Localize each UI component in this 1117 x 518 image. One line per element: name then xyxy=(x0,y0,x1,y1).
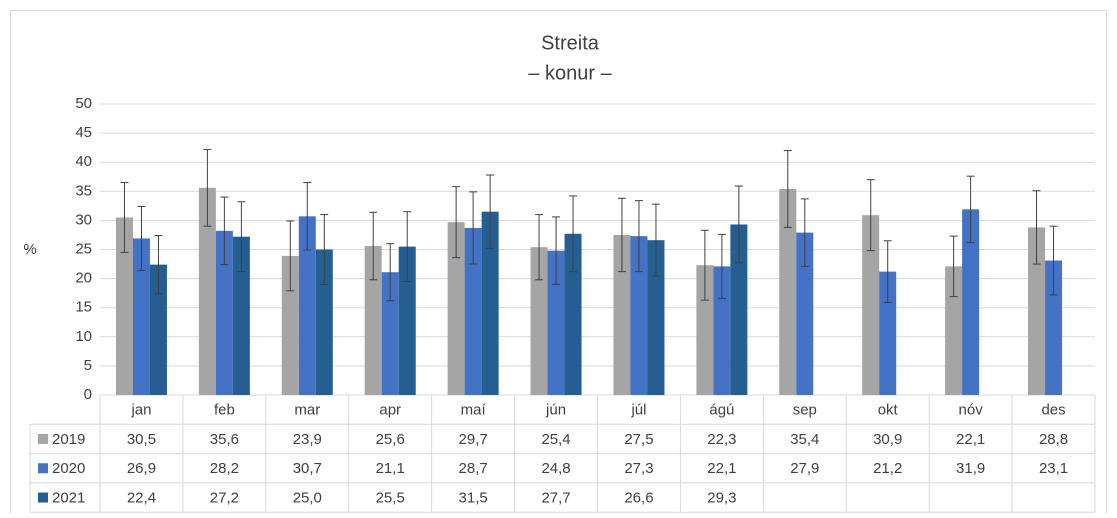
table-value: 21,1 xyxy=(376,460,405,477)
table-value: 25,4 xyxy=(541,431,570,448)
bar xyxy=(564,233,582,395)
table-value: 31,9 xyxy=(956,460,985,477)
legend-label: 2021 xyxy=(52,490,85,507)
bar xyxy=(149,264,167,395)
x-tick-label: júl xyxy=(630,402,646,419)
chart-subtitle: – konur – xyxy=(528,62,612,84)
bar xyxy=(1028,227,1046,395)
y-axis-label: % xyxy=(23,241,36,258)
bar xyxy=(115,217,133,395)
table-value: 35,6 xyxy=(210,431,239,448)
bar xyxy=(481,211,499,395)
chart-title: Streita xyxy=(541,32,600,54)
bar xyxy=(315,249,333,395)
table-value: 27,7 xyxy=(541,490,570,507)
table-value: 23,1 xyxy=(1039,460,1068,477)
bar xyxy=(464,227,482,395)
y-tick-label: 50 xyxy=(75,95,92,112)
y-tick-label: 30 xyxy=(75,211,92,228)
table-value: 23,9 xyxy=(293,431,322,448)
table-value: 27,2 xyxy=(210,490,239,507)
table-value: 27,5 xyxy=(624,431,653,448)
table-value: 22,1 xyxy=(956,431,985,448)
bar xyxy=(879,271,897,395)
x-tick-label: feb xyxy=(214,402,235,419)
legend-swatch xyxy=(38,463,48,474)
bar xyxy=(630,236,648,395)
table-value: 35,4 xyxy=(790,431,819,448)
bar xyxy=(132,238,150,395)
bar xyxy=(730,224,748,395)
bar xyxy=(547,250,565,395)
bar xyxy=(696,265,714,395)
table-value: 22,1 xyxy=(707,460,736,477)
y-tick-label: 0 xyxy=(84,386,92,403)
table-value: 28,8 xyxy=(1039,431,1068,448)
x-tick-label: apr xyxy=(379,402,401,419)
y-tick-label: 40 xyxy=(75,153,92,170)
bar xyxy=(198,187,216,395)
table-value: 27,3 xyxy=(624,460,653,477)
x-tick-label: jún xyxy=(545,402,566,419)
x-tick-label: des xyxy=(1041,402,1065,419)
legend-swatch xyxy=(38,492,48,503)
bar xyxy=(796,232,814,395)
bar xyxy=(1045,260,1063,395)
x-tick-label: jan xyxy=(130,402,151,419)
x-tick-label: mar xyxy=(294,402,320,419)
table-value: 30,9 xyxy=(873,431,902,448)
bar xyxy=(530,247,548,395)
bar xyxy=(298,216,316,395)
bar xyxy=(613,234,631,395)
y-tick-label: 5 xyxy=(84,357,92,374)
bar xyxy=(398,246,416,395)
bar xyxy=(281,255,299,395)
y-tick-label: 35 xyxy=(75,182,92,199)
table-value: 28,7 xyxy=(459,460,488,477)
chart-border xyxy=(10,10,1107,518)
y-tick-label: 20 xyxy=(75,270,92,287)
legend-swatch xyxy=(38,433,48,444)
table-value: 26,9 xyxy=(127,460,156,477)
table-value: 22,4 xyxy=(127,490,156,507)
bar xyxy=(862,215,880,395)
x-tick-label: nóv xyxy=(959,402,984,419)
y-tick-label: 25 xyxy=(75,240,92,257)
bar xyxy=(447,222,465,395)
bar xyxy=(713,266,731,395)
table-value: 28,2 xyxy=(210,460,239,477)
table-value: 21,2 xyxy=(873,460,902,477)
x-tick-label: sep xyxy=(793,402,817,419)
bar xyxy=(364,246,382,395)
y-tick-label: 45 xyxy=(75,124,92,141)
bar xyxy=(945,266,963,395)
table-value: 31,5 xyxy=(459,490,488,507)
table-value: 29,7 xyxy=(459,431,488,448)
table-value: 29,3 xyxy=(707,490,736,507)
table-value: 25,0 xyxy=(293,490,322,507)
bar xyxy=(215,230,233,395)
table-value: 27,9 xyxy=(790,460,819,477)
table-value: 22,3 xyxy=(707,431,736,448)
table-value: 30,7 xyxy=(293,460,322,477)
y-tick-label: 15 xyxy=(75,299,92,316)
x-tick-label: maí xyxy=(461,402,487,419)
table-value: 25,6 xyxy=(376,431,405,448)
table-value: 25,5 xyxy=(376,490,405,507)
table-value: 24,8 xyxy=(541,460,570,477)
table-value: 30,5 xyxy=(127,431,156,448)
bar xyxy=(962,209,980,395)
bar xyxy=(647,240,665,395)
legend-label: 2020 xyxy=(52,460,85,477)
bar xyxy=(381,272,399,395)
y-tick-label: 10 xyxy=(75,328,92,345)
legend-label: 2019 xyxy=(52,431,85,448)
x-tick-label: ágú xyxy=(709,402,734,419)
x-tick-label: okt xyxy=(878,402,899,419)
bar xyxy=(779,188,797,395)
bar xyxy=(232,236,250,395)
table-value: 26,6 xyxy=(624,490,653,507)
